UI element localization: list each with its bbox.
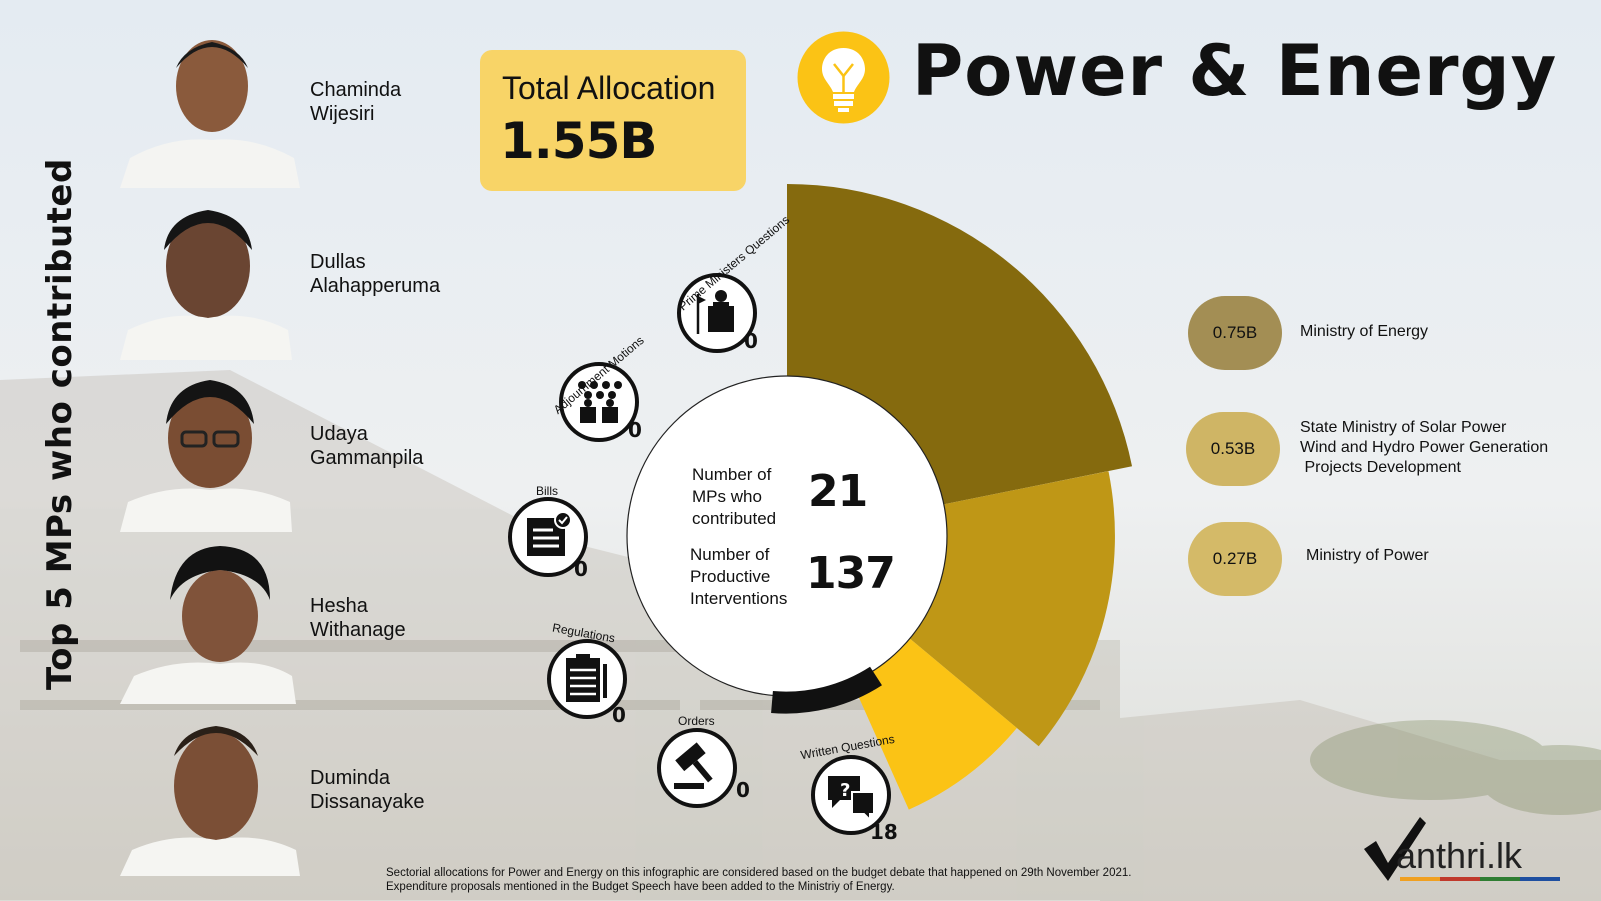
legend-value-pill: 0.27B: [1188, 522, 1282, 596]
legend-value-pill: 0.75B: [1188, 296, 1282, 370]
mp-card: Udaya Gammanpila: [120, 372, 460, 532]
intervention-orders: [652, 723, 742, 813]
total-allocation-card: Total Allocation 1.55B: [480, 50, 746, 191]
speech-bubbles-icon: ?: [811, 755, 891, 835]
interventions-value: 137: [806, 548, 896, 599]
clipboard-icon: [547, 639, 627, 719]
mp-photo: [120, 726, 300, 876]
mps-contributed-label: Number of MPs who contributed: [692, 465, 777, 528]
chart-center-circle: [626, 375, 948, 697]
lightbulb-icon: [797, 31, 890, 124]
mp-photo: [120, 40, 300, 188]
page-title: Power & Energy: [912, 30, 1558, 112]
legend-label: State Ministry of Solar Power Wind and H…: [1300, 419, 1549, 476]
gavel-icon: [657, 728, 737, 808]
interventions-label: Number of Productive Interventions: [690, 545, 788, 608]
intervention-prime-ministers-questions: [672, 268, 762, 358]
mp-photo: [120, 210, 292, 360]
chart-accent-arc: [771, 666, 882, 714]
mp-card: Dullas Alahapperuma: [120, 200, 460, 360]
legend-label: Ministry of Energy: [1300, 323, 1429, 340]
count-adjournment-motions: 0: [628, 418, 642, 442]
mp-name: Hesha Withanage: [310, 595, 406, 641]
checkmark-logo-icon: [1364, 817, 1426, 881]
total-allocation-label: Total Allocation: [502, 70, 716, 106]
legend-label: Ministry of Power: [1306, 547, 1429, 564]
label-bills: Bills: [536, 484, 559, 498]
mp-card: Hesha Withanage: [120, 544, 460, 704]
intervention-adjournment-motions: [554, 357, 644, 447]
count-regulations: 0: [612, 703, 626, 727]
intervention-regulations: [542, 634, 632, 724]
count-prime-ministers-questions: 0: [744, 329, 758, 353]
logo-text: anthri.lk: [1396, 835, 1523, 876]
legend-value-pill: 0.53B: [1186, 412, 1280, 486]
label-orders: Orders: [678, 714, 715, 728]
mp-card: Duminda Dissanayake: [120, 716, 460, 876]
count-bills: 0: [574, 557, 588, 581]
podium-icon: [677, 273, 757, 353]
mp-photo: [120, 380, 292, 532]
audience-icon: [559, 362, 639, 442]
mp-name: Dullas Alahapperuma: [310, 251, 441, 297]
mp-photo: [120, 546, 296, 704]
count-written-questions: 18: [870, 820, 898, 844]
document-check-icon: [508, 497, 588, 577]
mps-contributed-value: 21: [808, 466, 868, 517]
mp-name: Chaminda Wijesiri: [310, 79, 402, 125]
count-orders: 0: [736, 778, 750, 802]
svg-text:?: ?: [840, 780, 850, 801]
mp-name: Udaya Gammanpila: [310, 423, 424, 469]
intervention-bills: [503, 492, 593, 582]
mp-name: Duminda Dissanayake: [310, 767, 425, 813]
logo-underline: [1400, 877, 1560, 881]
manthri-logo: anthri.lk: [1360, 815, 1570, 885]
footnote: Sectorial allocations for Power and Ener…: [386, 867, 1132, 893]
intervention-written-questions: ?: [806, 750, 896, 840]
mp-card: Chaminda Wijesiri: [120, 28, 460, 188]
total-allocation-value: 1.55B: [500, 112, 657, 170]
